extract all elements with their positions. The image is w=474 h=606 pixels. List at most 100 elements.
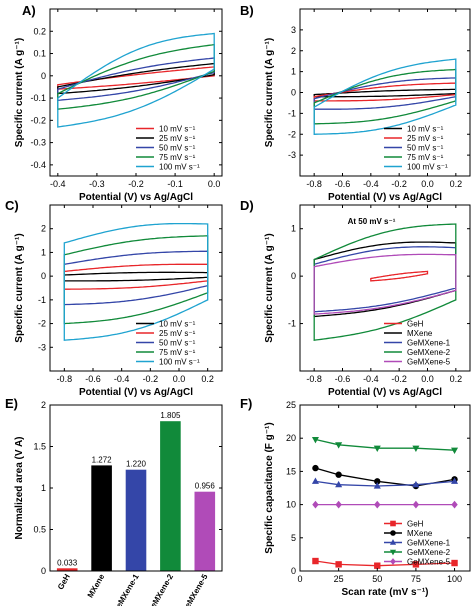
legend-marker	[390, 558, 396, 565]
series-5-curve	[313, 253, 457, 315]
series-3-point	[451, 477, 459, 484]
y-tick-label: 1	[41, 483, 46, 493]
legend-label: GeMXene-2	[407, 548, 451, 557]
y-tick-label: -1	[288, 108, 296, 118]
legend: 10 mV s⁻¹25 mV s⁻¹50 mV s⁻¹75 mV s⁻¹100 …	[136, 320, 200, 367]
y-axis-label: Specific current (A g⁻¹)	[264, 38, 275, 147]
legend-marker	[390, 520, 396, 527]
x-tick-label: -0.2	[391, 374, 407, 384]
series-5-curve	[57, 32, 215, 128]
x-tick-label: 0.0	[421, 374, 434, 384]
bar-1	[56, 568, 78, 571]
bar-2	[91, 465, 112, 571]
y-tick-label: 0.5	[33, 525, 46, 535]
x-tick-label: -0.1	[167, 179, 183, 189]
y-tick-label: -2	[38, 319, 46, 329]
x-tick-label: 50	[372, 574, 382, 584]
axes-frame	[49, 204, 223, 372]
legend-label: 100 mV s⁻¹	[407, 163, 448, 172]
x-tick-label: -0.4	[114, 374, 130, 384]
series-2-point	[335, 471, 342, 478]
x-axis-label: Potential (V) vs Ag/AgCl	[328, 387, 442, 398]
series-4-point	[373, 445, 381, 452]
bar-3	[125, 469, 147, 571]
y-tick-label: 0	[41, 71, 46, 81]
series-2-point	[312, 464, 319, 472]
plot-area	[311, 436, 459, 569]
x-tick-label: 0.2	[450, 179, 463, 189]
y-tick-label: 3	[291, 25, 296, 35]
y-tick-label: -1	[288, 319, 296, 329]
x-tick-label: -0.2	[128, 179, 144, 189]
series-5-curve	[313, 58, 457, 135]
plot-area	[313, 223, 457, 341]
x-tick-label: -0.4	[363, 374, 379, 384]
series-4-point	[412, 445, 420, 452]
series-1-point	[412, 561, 420, 568]
y-tick-label: -2	[288, 129, 296, 139]
category-label: GeMXene-5	[180, 572, 210, 606]
y-tick-label: 1.5	[33, 442, 46, 452]
legend-label: 50 mV s⁻¹	[159, 339, 196, 348]
legend-label: GeH	[407, 320, 424, 329]
series-1-curve	[370, 270, 429, 282]
y-tick-label: 25	[286, 400, 296, 410]
panel-D: D) -1 0 1 -0.8 -0.6 -0.4 -0.2 0.0 0.2 Potential (V…	[240, 198, 471, 398]
plot-area: 0.033 1.272 1.220 1.805 0.956	[56, 411, 216, 571]
series-5-point	[312, 500, 319, 509]
legend-marker	[390, 530, 396, 536]
y-tick-label: 15	[286, 466, 296, 476]
legend-label: 25 mV s⁻¹	[159, 329, 196, 338]
x-tick-label: -0.6	[335, 179, 351, 189]
y-tick-label: -1	[38, 295, 46, 305]
panel-label: D)	[240, 198, 254, 213]
y-tick-label: 1	[291, 67, 296, 77]
legend-label: 25 mV s⁻¹	[407, 134, 444, 143]
panel-label: E)	[5, 396, 18, 411]
y-tick-label: 20	[286, 433, 296, 443]
panel-label: A)	[22, 3, 36, 18]
series-5-curve	[63, 222, 209, 341]
category-label: GeMXene-2	[146, 572, 176, 606]
legend-marker	[389, 549, 397, 556]
bar-5	[194, 491, 216, 571]
x-tick-label: 100	[447, 574, 462, 584]
legend-label: GeH	[407, 520, 424, 529]
series-3-point	[412, 480, 420, 488]
panel-C: C) -3 -2 -1 0 1 2 -0.8 -0.6 -0.4 -0.2 0.0 0.2 Potenti…	[5, 198, 223, 398]
y-tick-label: 2	[41, 224, 46, 234]
y-tick-label: -0.2	[30, 115, 46, 125]
x-tick-label: 0.2	[201, 374, 214, 384]
y-tick-label: -0.3	[30, 138, 46, 148]
y-tick-label: 0	[41, 271, 46, 281]
y-axis-label: Specific capacitance (F g⁻¹)	[264, 422, 275, 553]
x-tick-label: -0.2	[391, 179, 407, 189]
x-tick-label: 25	[334, 574, 344, 584]
y-tick-label: 10	[286, 500, 296, 510]
legend-label: 10 mV s⁻¹	[159, 125, 196, 134]
y-tick-label: -3	[38, 342, 46, 352]
legend-label: 50 mV s⁻¹	[407, 144, 444, 153]
plot-area	[57, 32, 215, 128]
legend: 10 mV s⁻¹25 mV s⁻¹50 mV s⁻¹75 mV s⁻¹100 …	[136, 125, 200, 172]
y-tick-label: 5	[291, 533, 296, 543]
y-tick-label: 1	[291, 224, 296, 234]
x-tick-label: -0.8	[306, 179, 322, 189]
panel-A: A) -0.4 -0.3 -0.2 -0.1 0 0.1 0.2 -0.4 -0.3 -0.2 -0.…	[14, 3, 223, 203]
x-axis-label: Potential (V) vs Ag/AgCl	[79, 192, 193, 203]
legend-label: 100 mV s⁻¹	[159, 358, 200, 367]
legend-label: MXene	[407, 529, 433, 538]
y-tick-label: 0	[291, 88, 296, 98]
plot-area	[313, 58, 457, 135]
x-tick-label: 0.0	[421, 179, 434, 189]
legend-label: GeMXene-1	[407, 339, 451, 348]
series-1-curve	[63, 271, 209, 282]
annotation: At 50 mV s⁻¹	[348, 217, 396, 226]
series-3-point	[373, 482, 381, 489]
category-label: GeMXene-1	[111, 572, 141, 606]
panel-label: F)	[240, 396, 252, 411]
legend-marker	[389, 539, 397, 545]
y-tick-label: 0	[291, 271, 296, 281]
